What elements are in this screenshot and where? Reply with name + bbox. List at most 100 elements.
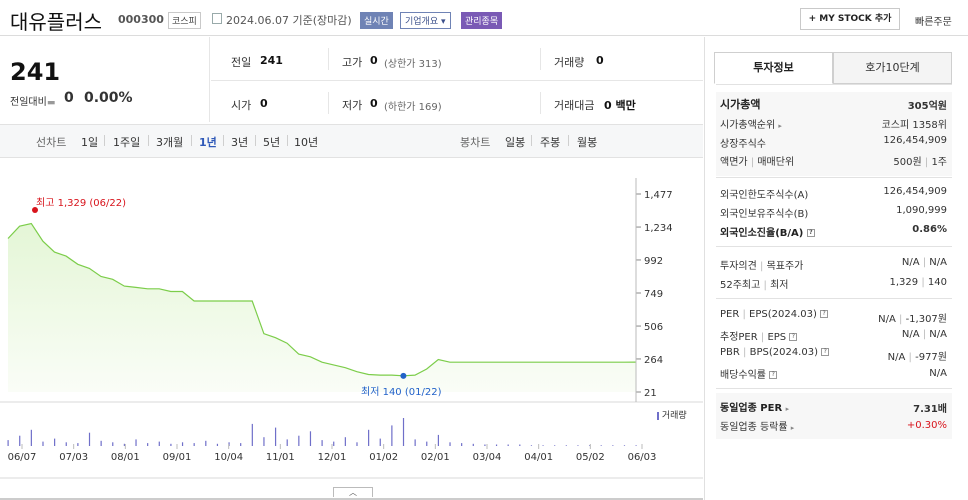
- base-date: 2024.06.07 기준(장마감): [226, 14, 352, 27]
- panel-divider: [716, 84, 952, 85]
- tab-3y[interactable]: 3년: [231, 136, 249, 149]
- opinion-value-text: N/A: [901, 257, 920, 268]
- sector-rate-value: +0.30%: [906, 420, 947, 431]
- caret-right-icon: ▸: [785, 405, 790, 413]
- change-value: 0: [64, 90, 74, 106]
- quick-order-button[interactable]: 빠른주문: [915, 17, 952, 28]
- corp-info-button[interactable]: 기업개요 ▾: [400, 12, 451, 29]
- volume-legend-swatch: [657, 411, 659, 420]
- volume-bar: [321, 440, 323, 446]
- volume-bar: [240, 443, 242, 446]
- est-eps-value-text: N/A: [929, 329, 947, 340]
- stats-divider: [211, 80, 703, 81]
- x-tick-label: 08/01: [111, 452, 140, 463]
- caret-right-icon: ▸: [790, 424, 795, 432]
- tab-3m[interactable]: 3개월: [156, 136, 184, 149]
- tab-invest-info[interactable]: 투자정보: [714, 52, 833, 84]
- low-annotation: 최저 140 (01/22): [361, 387, 442, 398]
- volume-bar: [530, 445, 533, 446]
- eps-value-text: -1,307원: [905, 314, 947, 325]
- par-value: 500원 | 1주: [893, 153, 947, 168]
- x-tick-label: 10/04: [214, 452, 243, 463]
- pbr-label-text: PBR: [720, 347, 740, 358]
- panel-divider: [716, 298, 952, 299]
- stats-col-sep: [328, 92, 329, 114]
- foreign-rate-label-text: 외국인소진율(B/A): [720, 228, 804, 239]
- price-summary: [0, 37, 210, 122]
- volume-bar: [65, 442, 67, 446]
- volume-bar: [251, 423, 253, 446]
- volume-label: 거래량: [554, 56, 585, 69]
- market-badge: 코스피: [168, 12, 201, 29]
- tab-10y[interactable]: 10년: [294, 136, 319, 149]
- sector-rate-label[interactable]: 동일업종 등락률 ▸: [720, 418, 794, 433]
- help-icon[interactable]: ?: [806, 229, 815, 237]
- right-panel: [704, 37, 968, 500]
- volume-bar: [635, 445, 637, 446]
- volume-bar: [379, 438, 381, 446]
- dividend-label-text: 배당수익률: [720, 370, 766, 381]
- volume-bar: [274, 427, 277, 446]
- pipe-sep: |: [760, 261, 764, 272]
- bps-value-text: -977원: [915, 352, 947, 363]
- dividend-value: N/A: [929, 368, 947, 379]
- tab-1d[interactable]: 1일: [81, 136, 99, 149]
- realtime-button[interactable]: 실시간: [360, 12, 393, 29]
- high-marker: [32, 207, 38, 213]
- foreign-rate-label: 외국인소진율(B/A) ?: [720, 224, 815, 239]
- volume-bar: [216, 443, 219, 446]
- foreign-limit-label: 외국인한도주식수(A): [720, 190, 809, 201]
- add-my-stock-button[interactable]: + MY STOCK 추가: [800, 8, 900, 30]
- volume-bar: [286, 439, 288, 446]
- help-icon[interactable]: ?: [821, 348, 830, 356]
- stock-code: 000300: [118, 13, 164, 26]
- pipe-sep: |: [921, 277, 925, 288]
- collapse-chart-button[interactable]: ︿: [333, 487, 373, 497]
- price-line: [7, 222, 637, 377]
- help-icon[interactable]: ?: [820, 310, 829, 318]
- volume-bar: [461, 443, 463, 446]
- volume-bar: [554, 445, 556, 446]
- pipe-sep: |: [899, 314, 903, 325]
- volume-legend-label: 거래량: [661, 411, 687, 421]
- par-label: 액면가 | 매매단위: [720, 153, 794, 168]
- chevron-down-icon: ▾: [441, 17, 446, 27]
- volume-bar: [344, 437, 346, 446]
- tab-sep: [531, 135, 532, 146]
- pbr-value: N/A | -977원: [888, 348, 947, 363]
- help-icon[interactable]: ?: [769, 371, 778, 379]
- tab-monthly[interactable]: 월봉: [577, 136, 598, 149]
- y-tick-label: 264: [644, 355, 663, 366]
- tab-sep: [287, 135, 288, 146]
- help-icon[interactable]: ?: [789, 333, 798, 341]
- pipe-sep: |: [763, 280, 767, 291]
- chevron-up-icon: ︿: [349, 488, 357, 497]
- sector-per-label[interactable]: 동일업종 PER ▸: [720, 399, 789, 414]
- x-tick-label: 01/02: [369, 452, 398, 463]
- high-annotation: 최고 1,329 (06/22): [36, 198, 127, 209]
- tab-orderbook[interactable]: 호가10단계: [833, 52, 952, 84]
- tab-1y[interactable]: 1년: [199, 136, 217, 149]
- volume-bar: [205, 440, 207, 446]
- volume-bar: [414, 439, 416, 446]
- rank-label[interactable]: 시가총액순위 ▸: [720, 116, 782, 131]
- eps-label-text: EPS(2024.03): [749, 309, 817, 320]
- y-tick-label: 1,477: [644, 190, 673, 201]
- high-label: 고가: [342, 56, 363, 69]
- volume-bar: [588, 445, 591, 446]
- unit-value-text: 1주: [931, 157, 947, 168]
- tab-daily[interactable]: 일봉: [505, 136, 526, 149]
- volume-bar: [577, 445, 579, 446]
- tab-weekly[interactable]: 주봉: [540, 136, 561, 149]
- price-chart[interactable]: 1,477 1,234 992 749 506 264 21 06/07 07/03 08/01…: [0, 158, 703, 500]
- w52-high-label-text: 52주최고: [720, 280, 761, 291]
- low-value: 0: [370, 97, 378, 110]
- corp-info-label: 기업개요: [405, 17, 439, 27]
- par-label-text: 액면가: [720, 157, 748, 168]
- open-label: 시가: [231, 99, 252, 112]
- tab-5y[interactable]: 5년: [263, 136, 281, 149]
- shares-value: 126,454,909: [883, 135, 947, 146]
- tab-1w[interactable]: 1주일: [113, 136, 141, 149]
- opinion-label: 투자의견 | 목표주가: [720, 257, 803, 272]
- x-tick-label: 03/04: [473, 452, 502, 463]
